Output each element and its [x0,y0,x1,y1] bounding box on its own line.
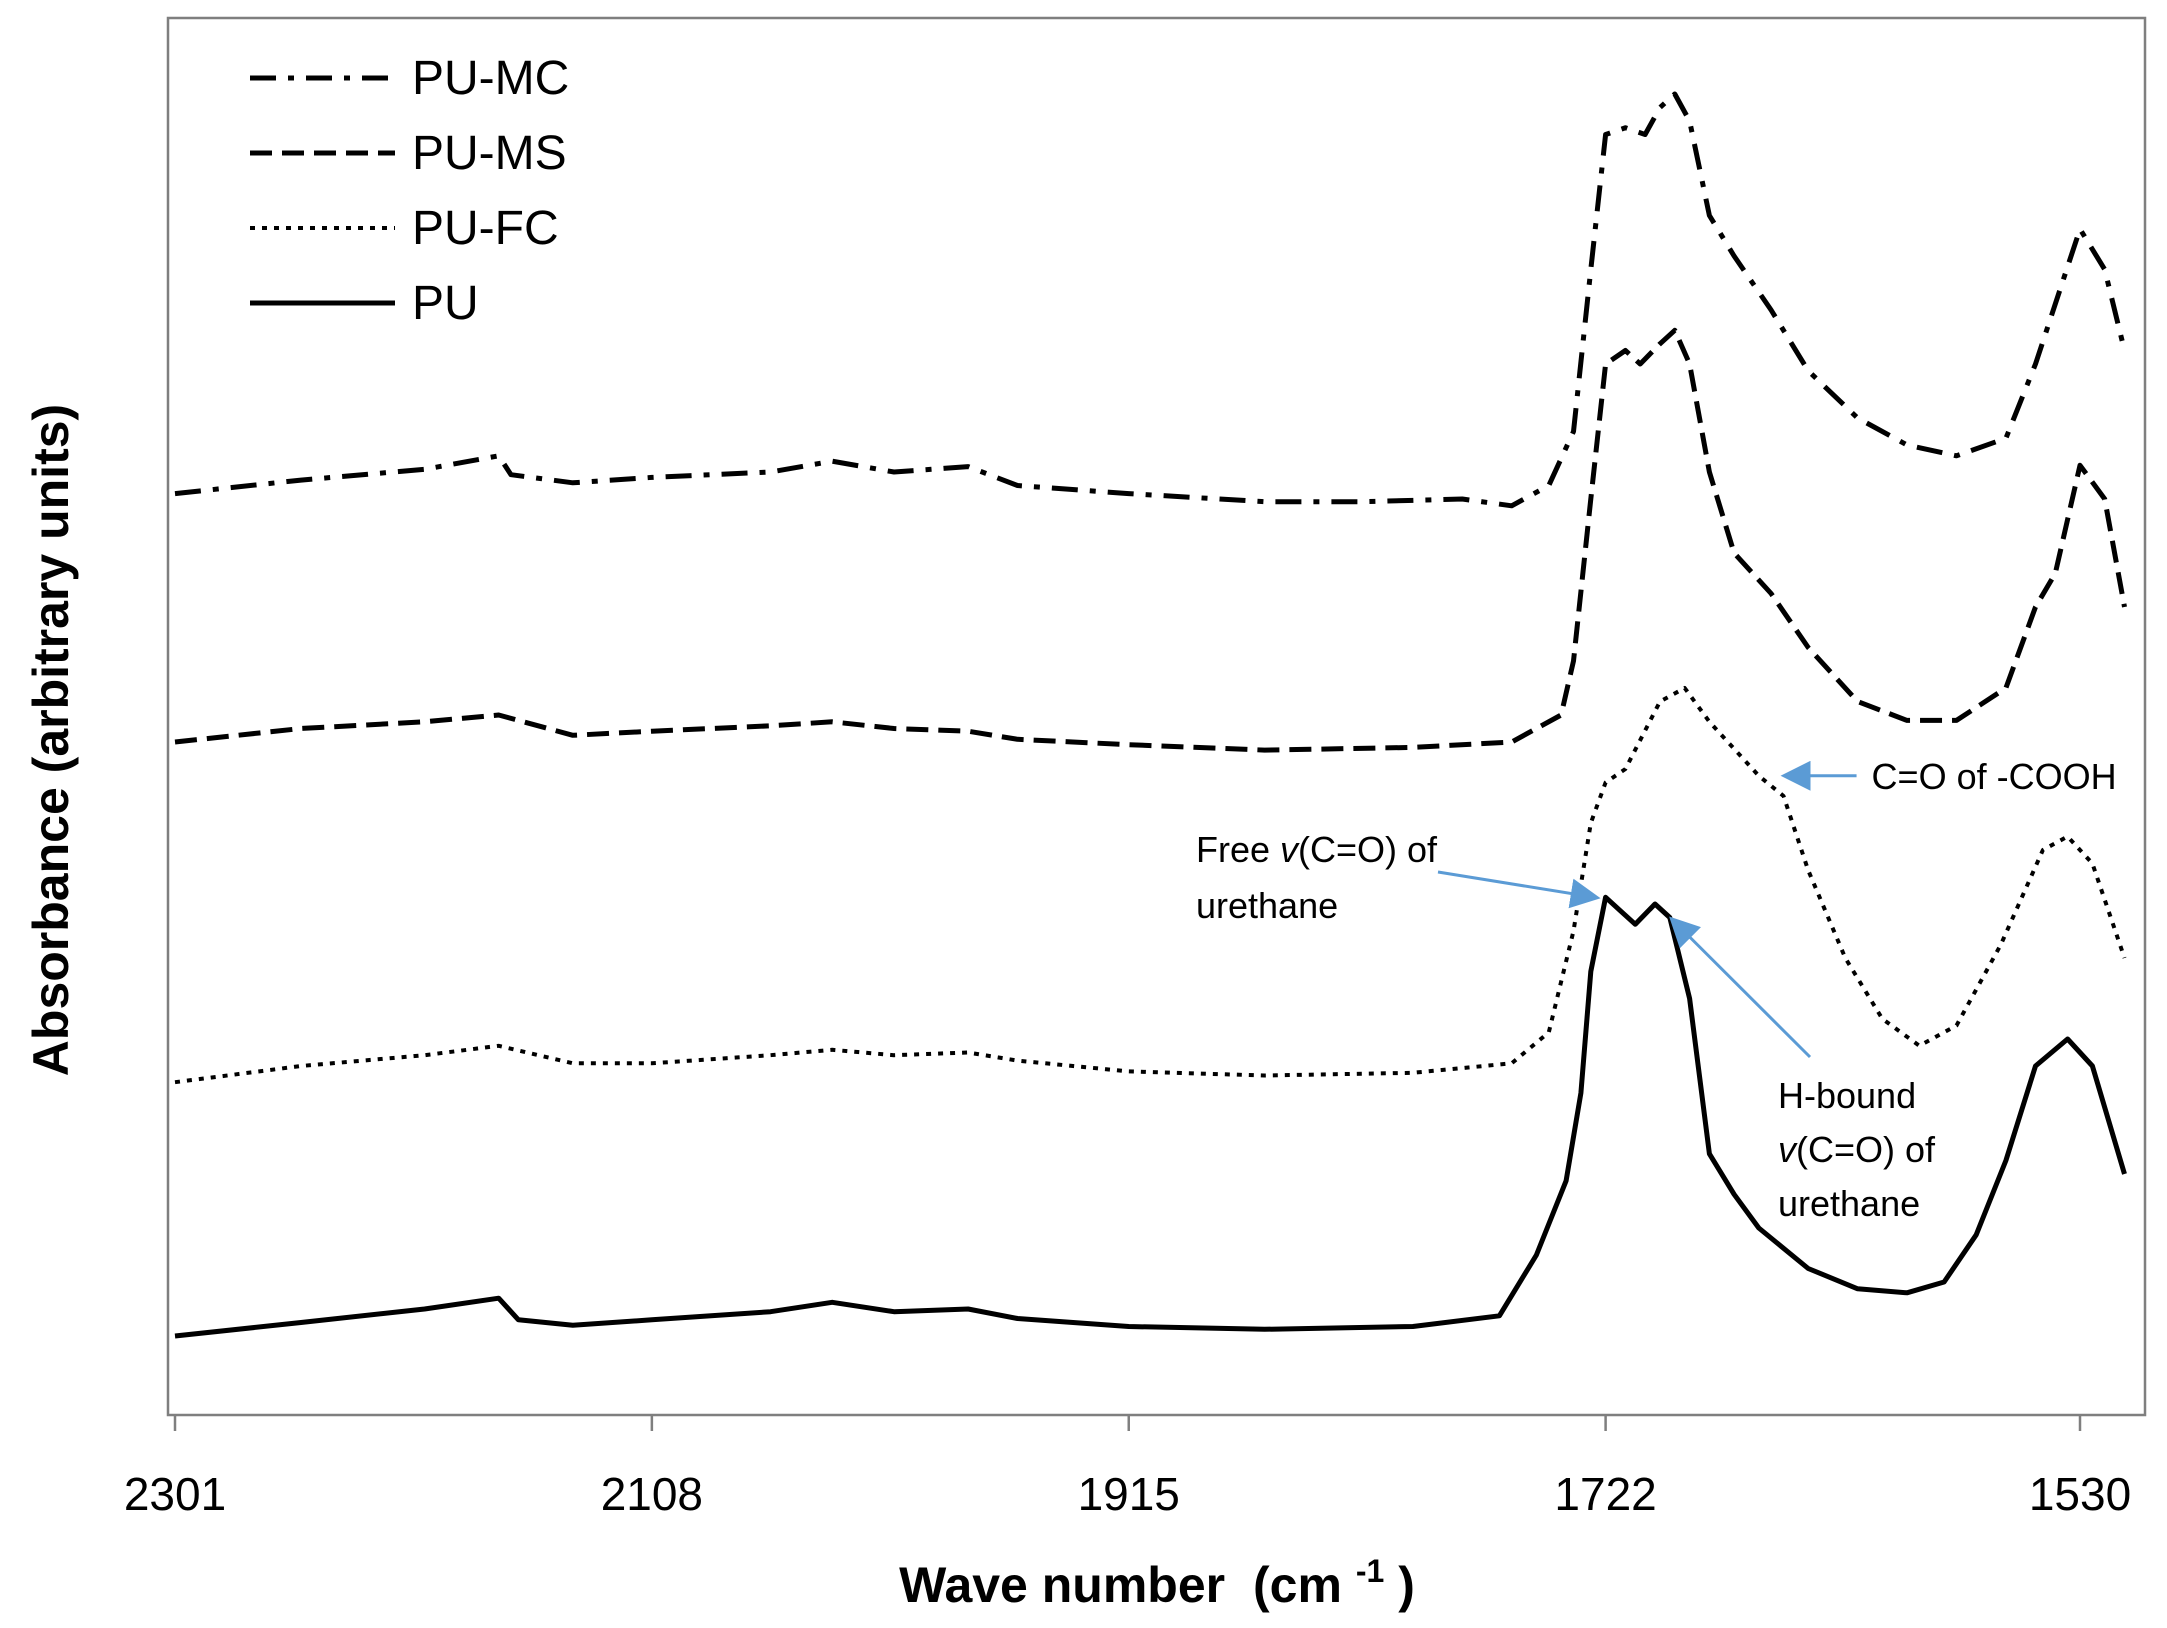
x-axis-title-unit-close: ) [1398,1557,1415,1613]
annotation-hbound-line3: urethane [1778,1183,1920,1224]
series-line-pu-ms [174,327,2127,753]
x-tick-label: 2301 [124,1468,226,1520]
series-group [174,91,2127,1339]
series-line-pu-mc [174,91,2127,509]
x-axis-title: Wave number (cm -1 ) [899,1537,1415,1613]
legend-label-pu-fc: PU-FC [412,202,559,255]
series-line-pu-fc [174,686,2127,1085]
plot-area [166,16,2147,1417]
annotation-free-line1: Free v(C=O) of [1196,829,1438,870]
annotation-hbound-line1: H-bound [1778,1075,1916,1116]
legend-label-pu-ms: PU-MS [412,127,567,180]
annotation-arrow-hbound [1669,916,1812,1059]
x-tick-label: 1722 [1554,1468,1656,1520]
annotations: C=O of -COOH Free v(C=O) of urethane H-boun… [1196,756,2117,1224]
annotation-hbound-line2: v(C=O) of [1778,1129,1936,1170]
legend-label-pu-mc: PU-MC [412,52,569,105]
x-axis-title-unit: (cm [1253,1557,1342,1613]
x-axis-ticks: 2301 2108 1915 1722 1530 [124,1415,2131,1520]
x-axis-title-main: Wave number [899,1557,1225,1613]
x-tick-label: 2108 [601,1468,703,1520]
x-tick-label: 1530 [2029,1468,2131,1520]
annotation-free-line2: urethane [1196,885,1338,926]
y-axis-title: Absorbance (arbitrary units) [23,404,79,1076]
x-axis-title-unit-exp: -1 [1356,1553,1384,1589]
series-line-pu [174,894,2127,1339]
annotation-arrow-free [1437,870,1601,909]
legend: PU-MC PU-MS PU-FC PU [250,52,569,330]
legend-label-pu: PU [412,277,479,330]
annotation-cooh: C=O of -COOH [1872,756,2117,797]
x-tick-label: 1915 [1078,1468,1180,1520]
